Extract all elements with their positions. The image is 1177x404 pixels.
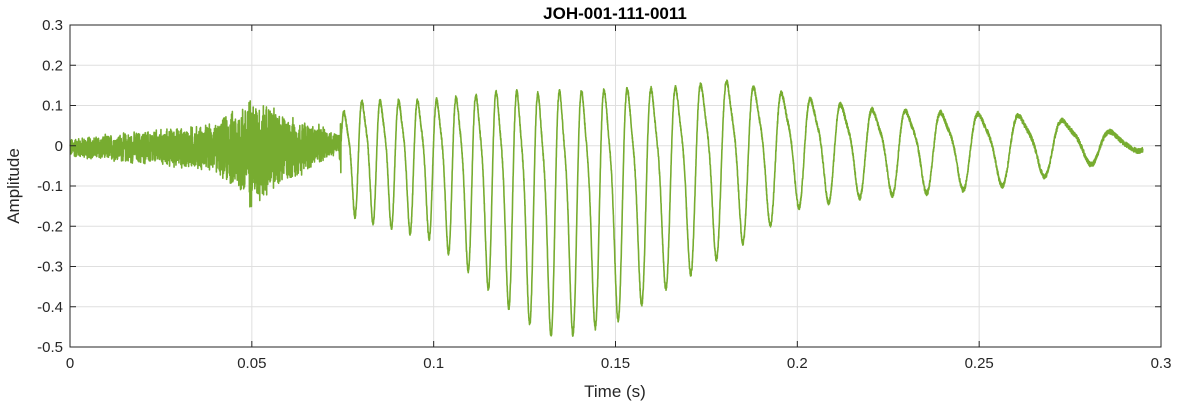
series-layer xyxy=(69,79,1144,337)
y-axis: -0.5 -0.4 -0.3 -0.2 -0.1 0 0.1 0.2 0.3 xyxy=(37,17,1161,356)
y-tick-label: -0.5 xyxy=(37,339,63,356)
x-axis-label: Time (s) xyxy=(584,382,646,401)
x-tick-label: 0 xyxy=(66,355,74,372)
y-tick-label: 0 xyxy=(55,138,63,155)
x-axis: 0 0.05 0.1 0.15 0.2 0.25 0.3 xyxy=(66,25,1172,372)
x-tick-label: 0.3 xyxy=(1151,355,1172,372)
y-tick-label: 0.2 xyxy=(42,57,63,74)
waveform-series-line xyxy=(69,79,1144,337)
y-tick-label: -0.4 xyxy=(37,299,63,316)
x-tick-label: 0.2 xyxy=(787,355,808,372)
x-tick-label: 0.05 xyxy=(237,355,266,372)
x-tick-label: 0.1 xyxy=(423,355,444,372)
y-axis-label: Amplitude xyxy=(4,148,23,224)
y-tick-label: 0.3 xyxy=(42,17,63,34)
chart-title: JOH-001-111-0011 xyxy=(543,4,687,23)
y-tick-label: -0.1 xyxy=(37,178,63,195)
y-tick-label: 0.1 xyxy=(42,98,63,115)
x-tick-label: 0.25 xyxy=(965,355,994,372)
y-tick-label: -0.2 xyxy=(37,218,63,235)
x-tick-label: 0.15 xyxy=(601,355,630,372)
y-tick-label: -0.3 xyxy=(37,259,63,276)
